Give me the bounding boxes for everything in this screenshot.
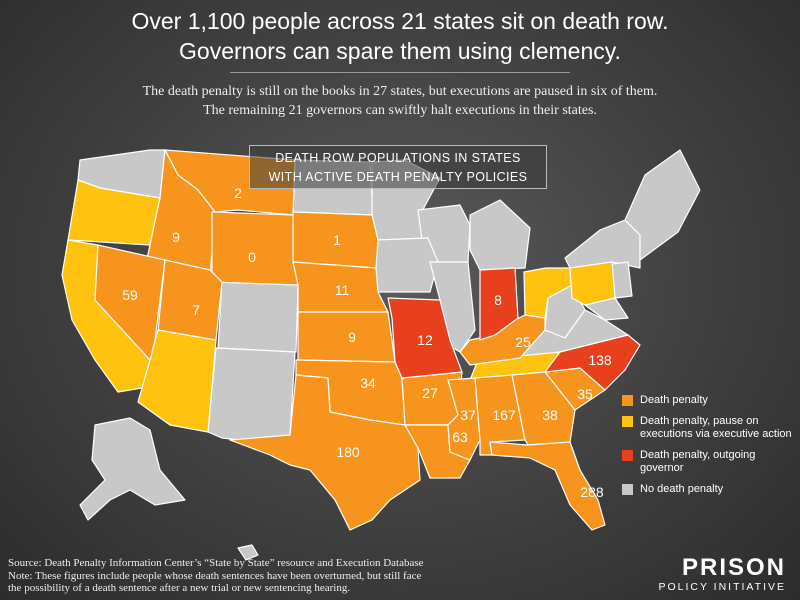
label-south-dakota: 1 [333, 232, 341, 248]
label-missouri: 12 [417, 332, 433, 348]
state-new-mexico [207, 347, 296, 441]
map-panel-title: DEATH ROW POPULATIONS IN STATES WITH ACT… [249, 145, 547, 189]
state-indiana [479, 267, 519, 341]
label-wyoming: 0 [248, 249, 256, 265]
prison-policy-initiative-logo: PRISON POLICY INITIATIVE [658, 556, 786, 594]
label-arkansas: 27 [422, 385, 438, 401]
label-nevada: 59 [122, 287, 138, 303]
source-line: Source: Death Penalty Information Center… [8, 557, 424, 569]
label-indiana: 8 [494, 292, 502, 308]
legend-item-paused: Death penalty, pause on executions via e… [622, 415, 800, 441]
state-missouri [387, 297, 463, 379]
state-kansas [297, 311, 396, 363]
legend-swatch-none [622, 484, 633, 495]
note-line-1: Note: These figures include people whose… [8, 569, 422, 582]
legend-label: Death penalty, pause on executions via e… [640, 415, 792, 440]
map-legend: Death penalty Death penalty, pause on ex… [622, 394, 800, 504]
state-north-carolina [544, 334, 641, 391]
legend-label: Death penalty, outgoing governor [640, 449, 756, 474]
label-kentucky: 25 [515, 334, 531, 350]
state-new-england [624, 149, 701, 261]
state-pennsylvania [569, 261, 616, 306]
title-line-1: Over 1,100 people across 21 states sit o… [131, 8, 669, 34]
label-north-carolina: 138 [588, 352, 612, 368]
state-hawaii [237, 544, 259, 561]
legend-label: Death penalty [640, 394, 708, 406]
legend-swatch-death-penalty [622, 395, 633, 406]
panel-line-2: WITH ACTIVE DEATH PENALTY POLICIES [268, 170, 528, 184]
state-michigan [469, 199, 531, 271]
state-south-dakota [292, 211, 379, 269]
label-montana: 2 [234, 185, 242, 201]
subtitle-line-2: The remaining 21 governors can swiftly h… [203, 103, 597, 118]
map-title: Over 1,100 people across 21 states sit o… [0, 6, 800, 66]
title-divider [230, 72, 570, 73]
label-south-carolina: 35 [577, 386, 593, 402]
label-oklahoma: 34 [360, 375, 376, 391]
map-subtitle: The death penalty is still on the books … [0, 82, 800, 120]
state-texas [229, 374, 421, 531]
state-nevada [94, 244, 166, 361]
legend-item-death-penalty: Death penalty [622, 394, 800, 407]
source-note: Source: Death Penalty Information Center… [8, 557, 648, 595]
label-idaho: 9 [172, 229, 180, 245]
label-louisiana: 63 [452, 429, 468, 445]
label-alabama: 167 [492, 407, 516, 423]
label-georgia: 38 [542, 407, 558, 423]
subtitle-line-1: The death penalty is still on the books … [142, 84, 658, 99]
legend-item-none: No death penalty [622, 483, 800, 496]
label-utah: 7 [192, 302, 200, 318]
label-nebraska: 11 [335, 282, 350, 298]
title-line-2: Governors can spare them using clemency. [179, 38, 621, 64]
logo-line-2: POLICY INITIATIVE [658, 581, 786, 593]
panel-line-1: DEATH ROW POPULATIONS IN STATES [275, 151, 521, 165]
state-colorado [217, 281, 299, 353]
state-iowa [371, 237, 439, 293]
state-florida [489, 441, 606, 531]
state-utah [157, 259, 223, 341]
legend-swatch-outgoing [622, 450, 633, 461]
label-kansas: 9 [348, 329, 356, 345]
legend-label: No death penalty [640, 483, 724, 495]
note-line-2: the possibility of a death sentence afte… [8, 582, 351, 594]
label-florida: 288 [580, 484, 604, 500]
label-texas: 180 [336, 444, 360, 460]
state-alaska [79, 417, 186, 521]
state-value-labels: 2 9 0 1 59 7 11 9 12 8 25 138 34 27 35 1… [122, 185, 612, 500]
logo-line-1: PRISON [681, 554, 786, 581]
state-new-york [564, 219, 641, 269]
legend-item-outgoing: Death penalty, outgoing governor [622, 449, 800, 475]
label-mississippi: 37 [460, 407, 476, 423]
legend-swatch-paused [622, 416, 633, 427]
